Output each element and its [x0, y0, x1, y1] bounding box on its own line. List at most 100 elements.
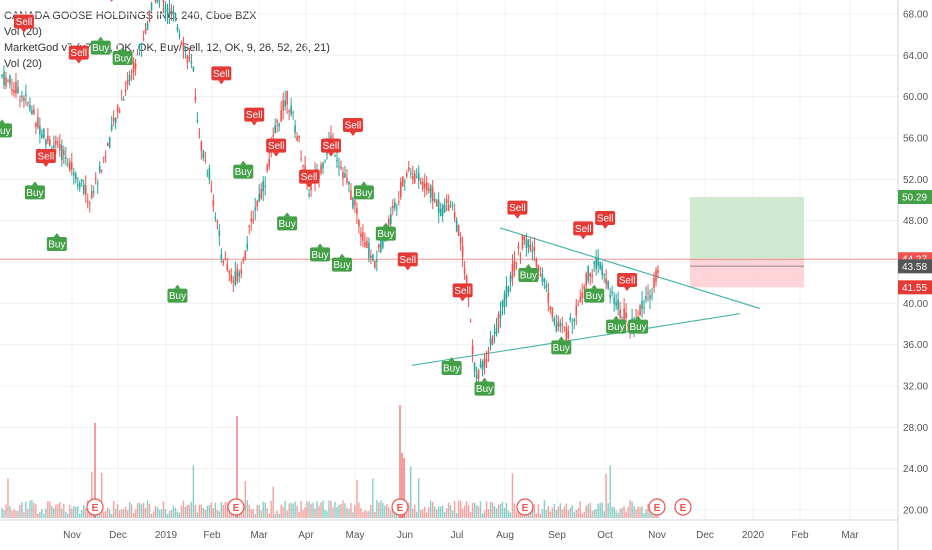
candle-body: [364, 241, 366, 247]
signal-pointer: [174, 284, 181, 289]
candle-body: [401, 176, 404, 187]
candle-body: [292, 111, 294, 113]
volume-bar: [485, 501, 488, 518]
candle-body: [585, 273, 588, 286]
volume-bar: [424, 506, 426, 518]
candle-body: [625, 312, 627, 319]
candle-body: [19, 99, 21, 101]
price-axis[interactable]: 68.0064.0060.0056.0052.0048.0044.0040.00…: [897, 0, 928, 550]
volume-spike: [399, 405, 401, 518]
candle-body: [479, 363, 482, 368]
candle-body: [535, 259, 538, 267]
candle-body: [483, 358, 486, 368]
candle-body: [489, 338, 492, 346]
signal-badge: [46, 237, 67, 251]
candle-body: [92, 191, 95, 193]
candle-body: [45, 139, 47, 145]
candle-body: [266, 165, 268, 171]
volume-bar: [426, 512, 428, 518]
candle-body: [417, 172, 420, 181]
candle-body: [57, 141, 59, 143]
volume-bar: [218, 511, 221, 518]
candle-body: [399, 181, 402, 197]
candle-body: [390, 214, 392, 225]
candle-body: [577, 304, 580, 306]
candle-body: [545, 284, 548, 289]
candle-body: [531, 250, 534, 252]
candle-body: [320, 164, 322, 174]
price-tick-label: 64.00: [903, 51, 928, 62]
signal-badge: [628, 319, 649, 334]
candle-body: [421, 181, 424, 190]
signal-badge: [551, 340, 572, 355]
candle-body: [575, 305, 578, 316]
candle-body: [613, 297, 615, 304]
volume-bar: [308, 501, 310, 518]
volume-bar: [471, 503, 474, 518]
candle-body: [248, 225, 251, 227]
signal-label: Buy: [114, 54, 131, 65]
candle-body: [100, 169, 103, 171]
candle-body: [214, 217, 217, 219]
volume-bar: [290, 502, 292, 518]
candle-body: [88, 202, 91, 204]
volume-bar: [553, 504, 556, 518]
volume-bar: [649, 506, 651, 518]
candle-body: [65, 157, 67, 159]
volume-bar: [104, 510, 107, 518]
volume-bar: [19, 504, 21, 518]
candle-body: [302, 164, 304, 167]
price-tick-label: 24.00: [903, 464, 928, 475]
candle-body: [204, 159, 207, 161]
buy-signal: Buy: [112, 47, 133, 65]
signal-label: Buy: [0, 126, 11, 137]
volume-bar: [601, 502, 603, 518]
candle-body: [140, 46, 143, 48]
volume-bar: [85, 508, 87, 518]
candle-body: [649, 295, 651, 299]
signal-badge: [321, 138, 341, 153]
volume-bar: [388, 507, 390, 518]
volume-bar: [204, 509, 207, 518]
volume-bar: [130, 504, 133, 518]
volume-bar: [579, 501, 581, 518]
volume-bar: [262, 501, 264, 518]
signal-label: Sell: [619, 276, 636, 287]
signal-pointer: [97, 36, 104, 41]
candle-body: [465, 275, 468, 284]
candle-body: [374, 260, 376, 268]
time-tick-label: Dec: [696, 530, 714, 541]
candle-body: [11, 89, 13, 91]
volume-bar: [136, 502, 139, 518]
volume-bar: [334, 501, 336, 518]
volume-bar: [49, 501, 51, 518]
trendlines: [411, 227, 761, 366]
candle-body: [605, 278, 607, 284]
candle-body: [503, 294, 506, 308]
candle-body: [224, 258, 227, 260]
earnings-circle: [674, 498, 692, 516]
volume-bar: [258, 505, 260, 518]
volume-bar: [595, 509, 597, 518]
volume-bar: [77, 506, 79, 518]
time-axis[interactable]: Nov Dec 2019 Feb Mar Apr May Jun Jul Aug Sep Oct Nov…: [0, 519, 898, 541]
candle-body: [397, 201, 400, 203]
candle-body: [304, 165, 306, 170]
signal-badge: [211, 66, 232, 81]
volume-bar: [182, 500, 185, 518]
candle-body: [7, 80, 9, 82]
volume-bar: [140, 504, 143, 518]
signal-pointer: [448, 357, 455, 361]
volume-bar: [206, 505, 209, 518]
volume-bar: [428, 507, 430, 518]
volume-bar: [270, 500, 272, 518]
volume-bar: [318, 505, 320, 518]
volume-bar: [79, 513, 81, 518]
signal-badge: [375, 226, 396, 241]
signal-pointer: [119, 47, 126, 51]
volume-bar: [146, 500, 149, 518]
signal-pointer: [624, 287, 631, 291]
candle-body: [43, 129, 45, 138]
